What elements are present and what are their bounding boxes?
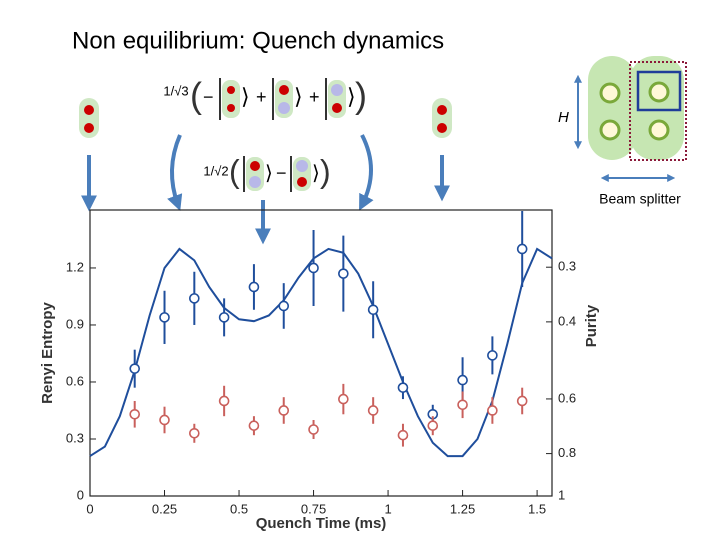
data-point xyxy=(338,268,349,279)
svg-text:): ) xyxy=(355,75,367,116)
y2-tick-label: 0.3 xyxy=(558,259,576,274)
y-tick-label: 0.3 xyxy=(66,430,84,445)
plot: 0 0.25 0.5 0.75 1 1.25 1.5 0 0.3 0.6 0.9 1.2 0.3 0.4 0… xyxy=(39,209,600,532)
svg-text:⟩: ⟩ xyxy=(241,84,250,109)
data-point xyxy=(367,304,379,316)
data-point xyxy=(189,293,200,304)
hamiltonian-label: H xyxy=(558,109,569,126)
svg-text:(: ( xyxy=(229,153,240,189)
data-point xyxy=(248,281,260,293)
y-tick-label: 0.6 xyxy=(66,373,84,388)
x-tick-label: 1 xyxy=(384,501,391,516)
slide-title: Non equilibrium: Quench dynamics xyxy=(72,27,444,54)
x-tick-label: 0.75 xyxy=(301,501,326,516)
y2-axis-title: Purity xyxy=(583,304,600,347)
svg-text:−: − xyxy=(203,87,214,107)
molecule-icon xyxy=(432,98,452,138)
y-tick-label: 0.9 xyxy=(66,316,84,331)
svg-text:(: ( xyxy=(190,75,202,116)
y-axis-title: Renyi Entropy xyxy=(39,302,56,404)
y2-tick-label: 0.8 xyxy=(558,445,576,460)
coefficient: 1/√3 xyxy=(163,83,188,98)
svg-text:+: + xyxy=(256,87,267,107)
y2-tick-label: 0.6 xyxy=(558,390,576,405)
double-well-diagram xyxy=(574,56,687,182)
data-point xyxy=(427,420,439,431)
data-point xyxy=(397,429,409,441)
x-axis-title: Quench Time (ms) xyxy=(256,515,387,532)
data-point xyxy=(189,427,200,439)
y2-tick-label: 1 xyxy=(558,487,565,502)
svg-text:⟩: ⟩ xyxy=(347,84,356,109)
data-point xyxy=(129,363,141,374)
beam-splitter-label: Beam splitter xyxy=(599,191,681,207)
fit-curve xyxy=(89,247,553,458)
data-point xyxy=(457,399,468,411)
data-point xyxy=(218,395,230,407)
data-point xyxy=(159,312,170,323)
x-tick-label: 0.5 xyxy=(230,501,248,516)
y-tick-label: 0 xyxy=(77,487,84,502)
svg-text:): ) xyxy=(320,153,331,189)
data-point xyxy=(516,243,528,255)
data-point xyxy=(129,408,141,420)
data-point xyxy=(159,414,170,426)
data-point xyxy=(487,405,498,416)
x-tick-label: 0.25 xyxy=(152,501,177,516)
x-tick-label: 1.25 xyxy=(450,501,475,516)
data-point xyxy=(308,424,319,435)
data-point xyxy=(367,405,379,416)
svg-text:⟩: ⟩ xyxy=(312,162,320,184)
data-point xyxy=(218,312,230,323)
y2-tick-label: 0.4 xyxy=(558,313,576,328)
data-point xyxy=(397,382,409,393)
svg-text:⟩: ⟩ xyxy=(294,84,303,109)
data-point xyxy=(487,350,498,361)
svg-text:+: + xyxy=(309,87,320,107)
svg-text:⟩: ⟩ xyxy=(265,162,273,184)
svg-text:−: − xyxy=(276,163,287,183)
plot-frame xyxy=(89,209,553,497)
data-point xyxy=(338,393,349,405)
data-point xyxy=(516,395,528,407)
x-tick-label: 0 xyxy=(86,501,93,516)
coefficient: 1/√2 xyxy=(203,163,228,178)
x-tick-label: 1.5 xyxy=(528,501,546,516)
data-point xyxy=(248,420,260,431)
data-point xyxy=(308,262,319,274)
arrows xyxy=(81,134,450,245)
state-equation: 1/√3 ( − ⟩ + ⟩ + ⟩) 1/√2 ( ⟩ − ⟩) xyxy=(163,75,367,192)
data-point xyxy=(278,405,290,416)
data-point xyxy=(457,374,468,386)
y-tick-label: 1.2 xyxy=(66,259,84,274)
molecule-icon xyxy=(79,98,99,138)
data-point xyxy=(278,300,290,312)
